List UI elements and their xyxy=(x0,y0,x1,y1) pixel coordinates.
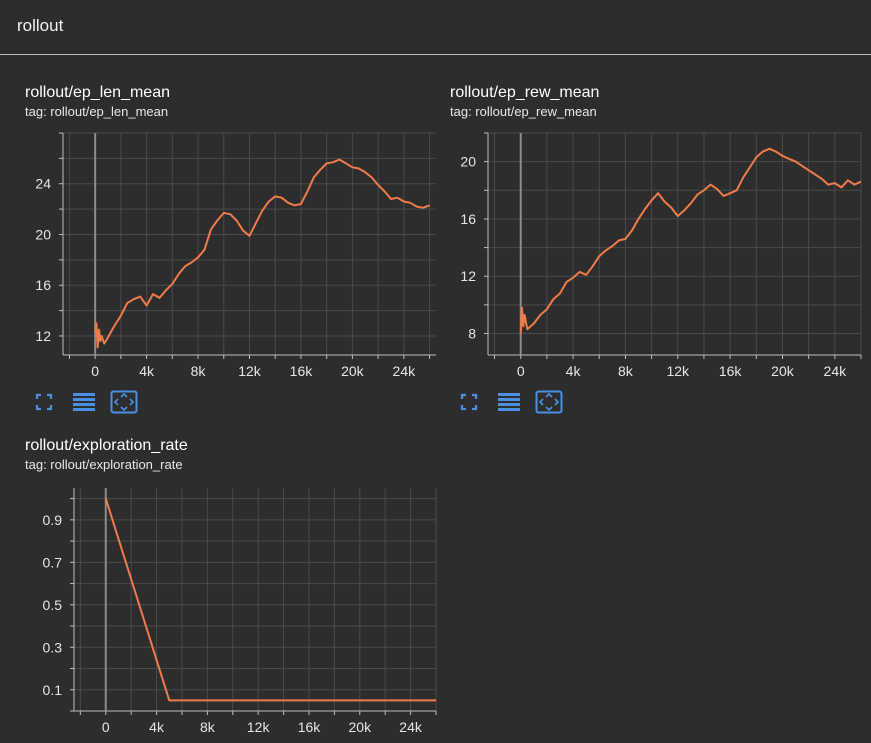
toggle-log-button[interactable] xyxy=(495,390,523,414)
chart-title: rollout/exploration_rate xyxy=(25,437,188,454)
y-tick-label: 0.3 xyxy=(43,639,63,655)
chart-toolbar xyxy=(30,390,150,414)
x-tick-label: 0 xyxy=(517,363,525,379)
x-tick-label: 4k xyxy=(566,363,582,379)
fit-domain-button[interactable] xyxy=(455,390,483,414)
expand-chart-icon xyxy=(535,390,563,414)
x-tick-label: 20k xyxy=(771,363,795,379)
expand-chart-button[interactable] xyxy=(110,390,138,414)
series-line xyxy=(519,147,862,334)
y-tick-label: 0.9 xyxy=(43,512,63,528)
x-tick-label: 0 xyxy=(91,363,99,379)
y-tick-label: 12 xyxy=(460,268,476,284)
chart-exploration-rate[interactable]: 0 4k 8k 12k 16k 20k 24k 0.1 0.3 0.5 0.7 0.9 xyxy=(25,437,440,743)
y-tick-label: 0.1 xyxy=(43,682,63,698)
series-line xyxy=(104,498,436,702)
expand-chart-button[interactable] xyxy=(535,390,563,414)
fit-domain-icon xyxy=(460,393,478,411)
x-tick-label: 16k xyxy=(719,363,743,379)
toggle-log-button[interactable] xyxy=(70,390,98,414)
series-line xyxy=(94,158,430,349)
toggle-log-icon xyxy=(498,393,520,411)
fit-domain-icon xyxy=(35,393,53,411)
x-tick-label: 24k xyxy=(824,363,848,379)
y-tick-label: 16 xyxy=(35,277,51,293)
x-tick-label: 20k xyxy=(341,363,365,379)
x-tick-label: 12k xyxy=(247,719,271,735)
chart-card-ep-len-mean: rollout/ep_len_mean tag: rollout/ep_len_… xyxy=(25,84,440,414)
y-tick-label: 20 xyxy=(35,226,51,242)
x-tick-label: 4k xyxy=(149,719,165,735)
chart-card-exploration-rate: rollout/exploration_rate tag: rollout/ex… xyxy=(25,437,440,743)
x-tick-label: 12k xyxy=(666,363,690,379)
x-tick-label: 4k xyxy=(139,363,155,379)
y-tick-label: 24 xyxy=(35,176,51,192)
fit-domain-button[interactable] xyxy=(30,390,58,414)
expand-chart-icon xyxy=(110,390,138,414)
chart-tag: tag: rollout/exploration_rate xyxy=(25,457,183,472)
chart-tag: tag: rollout/ep_len_mean xyxy=(25,104,169,119)
y-tick-label: 16 xyxy=(460,211,476,227)
toggle-log-icon xyxy=(73,393,95,411)
x-tick-label: 8k xyxy=(191,363,207,379)
y-tick-label: 12 xyxy=(35,328,51,344)
chart-title: rollout/ep_len_mean xyxy=(25,84,170,101)
chart-tag: tag: rollout/ep_rew_mean xyxy=(450,104,597,119)
section-header[interactable]: rollout xyxy=(0,0,871,55)
chart-title: rollout/ep_rew_mean xyxy=(450,84,600,101)
x-tick-label: 0 xyxy=(102,719,110,735)
chart-card-ep-rew-mean: rollout/ep_rew_mean tag: rollout/ep_rew_… xyxy=(450,84,865,414)
chart-ep-len-mean[interactable]: 0 4k 8k 12k 16k 20k 24k 12 16 20 24 xyxy=(25,84,440,384)
y-tick-label: 0.5 xyxy=(43,597,63,613)
x-tick-label: 16k xyxy=(290,363,314,379)
x-tick-label: 24k xyxy=(393,363,417,379)
x-tick-label: 16k xyxy=(298,719,322,735)
x-tick-label: 12k xyxy=(238,363,262,379)
y-tick-label: 20 xyxy=(460,154,476,170)
y-tick-label: 0.7 xyxy=(43,554,63,570)
section-title: rollout xyxy=(17,16,64,35)
x-tick-label: 24k xyxy=(399,719,423,735)
x-tick-label: 8k xyxy=(618,363,634,379)
x-tick-label: 8k xyxy=(200,719,216,735)
y-tick-label: 8 xyxy=(468,326,476,342)
chart-ep-rew-mean[interactable]: 0 4k 8k 12k 16k 20k 24k 8 12 16 20 xyxy=(450,84,865,384)
chart-toolbar xyxy=(455,390,575,414)
x-tick-label: 20k xyxy=(349,719,373,735)
